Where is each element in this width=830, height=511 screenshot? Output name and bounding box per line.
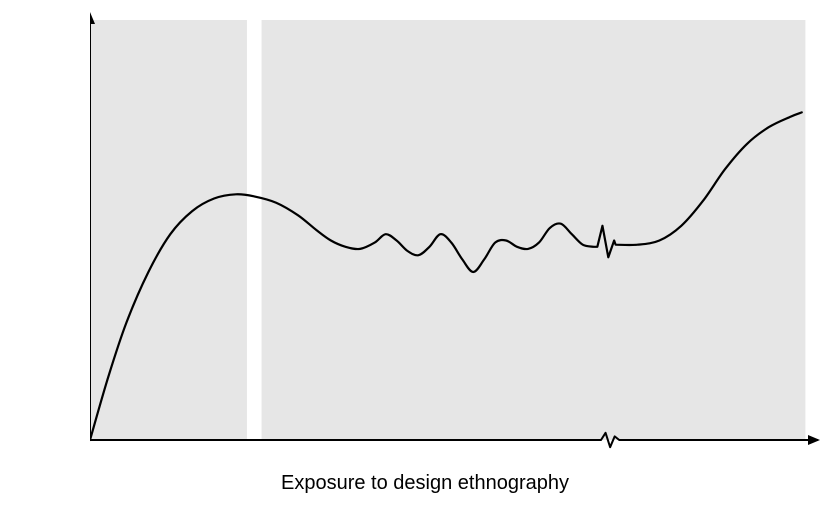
chart-svg xyxy=(90,10,820,470)
background-regions xyxy=(90,20,805,440)
chart-container: Performance employing design ethnography… xyxy=(30,10,820,500)
x-axis-label: Exposure to design ethnography xyxy=(281,472,569,495)
